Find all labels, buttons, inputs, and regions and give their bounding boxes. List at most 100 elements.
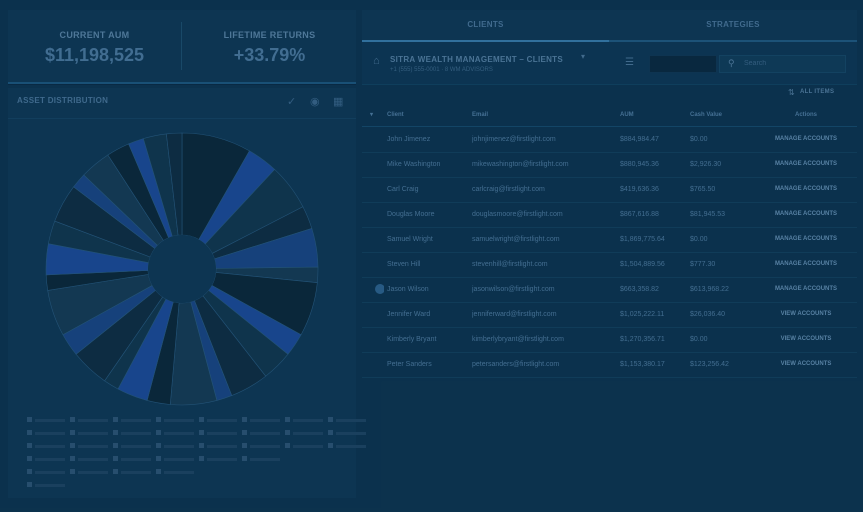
table-row[interactable]: Kimberly Bryant kimberlybryant@firstlight… — [362, 327, 857, 353]
tab-strategies[interactable]: STRATEGIES — [706, 20, 760, 29]
client-action-link[interactable]: MANAGE ACCOUNTS — [774, 136, 838, 142]
client-aum: $419,636.36 — [620, 186, 659, 193]
row-select-checkbox[interactable] — [370, 352, 384, 377]
row-select-checkbox[interactable] — [370, 327, 384, 352]
client-group-title[interactable]: SITRA WEALTH MANAGEMENT – CLIENTS — [390, 55, 564, 64]
table-row[interactable]: Mike Washington mikewashington@firstlight… — [362, 152, 857, 178]
all-items-filter[interactable]: ALL ITEMS — [800, 89, 835, 95]
legend-swatch — [156, 430, 161, 435]
row-select-checkbox[interactable] — [370, 152, 384, 177]
kpi-divider — [181, 22, 182, 70]
client-email: johnjimenez@firstlight.com — [472, 136, 556, 143]
legend-label-placeholder — [207, 444, 237, 448]
table-row[interactable]: Peter Sanders petersanders@firstlight.com… — [362, 352, 857, 378]
table-row[interactable]: Samuel Wright samuelwright@firstlight.com… — [362, 227, 857, 253]
legend-swatch — [113, 417, 118, 422]
table-row[interactable]: Jennifer Ward jenniferward@firstlight.com… — [362, 302, 857, 328]
legend-label-placeholder — [35, 470, 65, 474]
table-row[interactable]: Steven Hill stevenhill@firstlight.com $1,5… — [362, 252, 857, 278]
row-select-checkbox[interactable] — [370, 127, 384, 152]
client-name: Samuel Wright — [387, 236, 433, 243]
legend-swatch — [27, 430, 32, 435]
legend-swatch — [70, 430, 75, 435]
table-row[interactable]: Carl Craig carlcraig@firstlight.com $419,6… — [362, 177, 857, 203]
legend-label-placeholder — [78, 444, 108, 448]
legend-row — [22, 417, 366, 427]
legend-swatch — [70, 469, 75, 474]
legend-swatch — [113, 456, 118, 461]
row-select-checkbox[interactable] — [370, 277, 384, 302]
row-select-checkbox[interactable] — [370, 252, 384, 277]
column-client[interactable]: Client — [387, 112, 404, 118]
check-icon[interactable]: ✓ — [287, 96, 297, 108]
legend-label-placeholder — [250, 431, 280, 435]
client-aum: $1,270,356.71 — [620, 336, 665, 343]
client-aum: $1,153,380.17 — [620, 361, 665, 368]
legend-label-placeholder — [78, 418, 108, 422]
legend-label-placeholder — [250, 418, 280, 422]
legend-label-placeholder — [35, 431, 65, 435]
lifetime-returns-card: LIFETIME RETURNS +33.79% — [183, 10, 356, 82]
client-action-link[interactable]: MANAGE ACCOUNTS — [774, 236, 838, 242]
row-select-checkbox[interactable] — [370, 202, 384, 227]
legend-swatch — [156, 469, 161, 474]
tab-clients[interactable]: CLIENTS — [362, 10, 609, 42]
table-row[interactable]: Jason Wilson jasonwilson@firstlight.com $6… — [362, 277, 857, 303]
legend-swatch — [27, 456, 32, 461]
legend-swatch — [27, 443, 32, 448]
client-action-link[interactable]: VIEW ACCOUNTS — [780, 336, 832, 342]
asset-distribution-donut-chart[interactable] — [43, 130, 321, 408]
chevron-down-icon[interactable]: ▾ — [581, 52, 586, 61]
client-action-link[interactable]: MANAGE ACCOUNTS — [774, 186, 838, 192]
client-aum: $663,358.82 — [620, 286, 659, 293]
asset-distribution-header: ASSET DISTRIBUTION ✓ ◉ ▦ — [8, 88, 356, 119]
client-action-link[interactable]: VIEW ACCOUNTS — [780, 361, 832, 367]
row-select-checkbox[interactable] — [370, 177, 384, 202]
legend-swatch — [70, 443, 75, 448]
legend-label-placeholder — [207, 431, 237, 435]
filter-icon[interactable]: ☰ — [625, 57, 634, 68]
column-email[interactable]: Email — [472, 112, 489, 118]
legend-label-placeholder — [293, 444, 323, 448]
client-list-header: ⌂ SITRA WEALTH MANAGEMENT – CLIENTS +1 (… — [362, 42, 857, 85]
column-aum[interactable]: AUM — [620, 112, 634, 118]
legend-label-placeholder — [121, 457, 151, 461]
legend-swatch — [113, 469, 118, 474]
client-action-link[interactable]: MANAGE ACCOUNTS — [774, 211, 838, 217]
search-input[interactable] — [744, 57, 840, 70]
row-select-checkbox[interactable] — [370, 227, 384, 252]
sort-icon[interactable]: ⇅ — [788, 88, 795, 97]
grid-icon[interactable]: ▦ — [333, 96, 344, 108]
legend-label-placeholder — [207, 418, 237, 422]
legend-label-placeholder — [35, 483, 65, 487]
row-select-checkbox[interactable] — [370, 302, 384, 327]
select-column-icon[interactable]: ▾ — [370, 112, 374, 118]
search-box[interactable]: ⚲ — [719, 55, 846, 73]
client-email: douglasmoore@firstlight.com — [472, 211, 563, 218]
client-name: Peter Sanders — [387, 361, 432, 368]
legend-row — [22, 443, 366, 453]
current-aum-value: $11,198,525 — [44, 45, 145, 65]
legend-swatch — [242, 417, 247, 422]
client-action-link[interactable]: VIEW ACCOUNTS — [780, 311, 832, 317]
legend-label-placeholder — [336, 431, 366, 435]
kpi-panel: CURRENT AUM $11,198,525 LIFETIME RETURNS… — [8, 10, 356, 84]
current-aum-label: CURRENT AUM — [59, 30, 130, 40]
client-action-link[interactable]: MANAGE ACCOUNTS — [774, 161, 838, 167]
client-action-link[interactable]: MANAGE ACCOUNTS — [774, 286, 838, 292]
legend-label-placeholder — [336, 444, 366, 448]
target-icon[interactable]: ◉ — [310, 96, 320, 108]
client-aum: $1,025,222.11 — [620, 311, 665, 318]
table-row[interactable]: Douglas Moore douglasmoore@firstlight.com… — [362, 202, 857, 228]
client-action-link[interactable]: MANAGE ACCOUNTS — [774, 261, 838, 267]
legend-swatch — [156, 417, 161, 422]
column-cash-value[interactable]: Cash Value — [690, 112, 723, 118]
primary-action-button[interactable] — [649, 55, 717, 73]
legend-swatch — [27, 469, 32, 474]
legend-swatch — [328, 430, 333, 435]
legend-row — [22, 469, 194, 479]
client-email: carlcraig@firstlight.com — [472, 186, 545, 193]
view-tabs: CLIENTS STRATEGIES — [362, 10, 857, 42]
table-row[interactable]: John Jimenez johnjimenez@firstlight.com $8… — [362, 127, 857, 153]
legend-label-placeholder — [250, 457, 280, 461]
